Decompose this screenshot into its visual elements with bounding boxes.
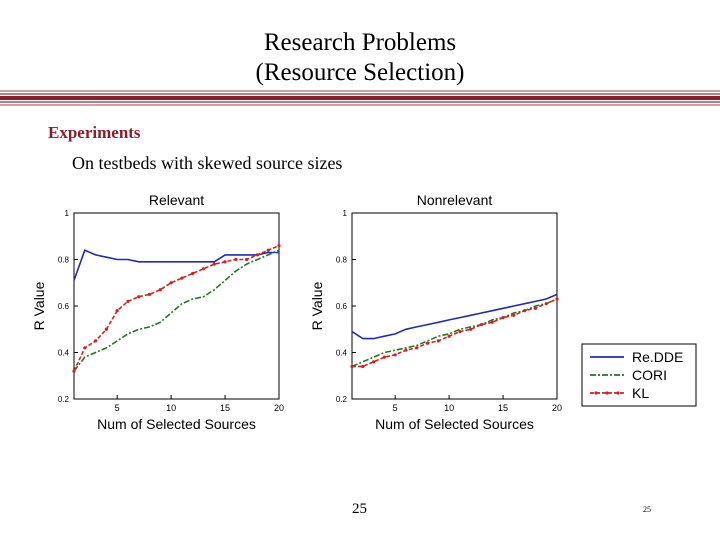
series-point-kl (533, 306, 538, 310)
series-point-kl (223, 260, 227, 264)
x-axis-label: Num of Selected Sources (97, 416, 256, 432)
x-tick-label: 10 (166, 403, 176, 413)
series-point-kl (479, 323, 484, 327)
slide-title-line1: Research Problems (263, 29, 457, 56)
x-tick-label: 5 (115, 403, 120, 413)
slide-title-line2: (Resource Selection) (255, 59, 465, 86)
series-line-kl (352, 298, 558, 368)
series-point-kl (104, 327, 108, 331)
y-tick-label: 0.6 (58, 302, 70, 311)
series-point-kl (212, 262, 216, 266)
series-point-kl (277, 243, 281, 248)
x-tick-label: 15 (220, 403, 230, 413)
y-tick-label: 0.2 (58, 395, 70, 404)
x-tick-label: 20 (552, 403, 562, 413)
series-line-redde (73, 249, 279, 281)
series-point-kl (404, 348, 408, 352)
series-point-kl (361, 364, 365, 369)
section-heading: Experiments (48, 123, 141, 142)
series-point-kl (523, 309, 527, 313)
chart-nonrelevant: Nonrelevant 5 10 15 20 0.2 0.4 0.6 0.8 1 Num of Se… (309, 192, 562, 432)
chart-relevant: Relevant 5 10 15 20 0.2 0.4 0.6 0.8 1 Num of Selec… (31, 192, 284, 432)
series-point-kl (147, 292, 152, 296)
series-point-kl (115, 309, 119, 313)
series-point-kl (137, 295, 141, 299)
x-tick-label: 10 (444, 403, 454, 413)
series-point-kl (425, 341, 430, 345)
series-line-redde (351, 293, 558, 340)
series-point-kl (83, 346, 87, 350)
y-tick-label: 0.8 (58, 256, 70, 265)
chart-title: Relevant (149, 192, 204, 208)
plot-frame (351, 212, 558, 400)
y-tick-label: 0.2 (336, 395, 348, 404)
series-point-kl (436, 339, 440, 343)
series-point-kl (350, 364, 354, 369)
series-point-kl (169, 281, 173, 285)
legend-marker-kl (616, 391, 620, 395)
series-point-kl (93, 339, 98, 343)
y-tick-label: 1 (343, 209, 348, 218)
series-point-kl (180, 276, 184, 280)
series-point-kl (501, 316, 505, 320)
y-tick-label: 0.8 (336, 256, 348, 265)
y-axis-label: R Value (31, 281, 47, 330)
series-point-kl (371, 360, 376, 364)
series-point-kl (544, 302, 548, 306)
series-point-kl (490, 320, 494, 324)
series-point-kl (72, 369, 76, 373)
series-point-kl (245, 257, 249, 262)
chart-legend: Re.DDE CORI KL (581, 343, 697, 407)
series-point-kl (415, 346, 419, 350)
series-point-kl (255, 253, 260, 257)
chart-title: Nonrelevant (417, 192, 493, 208)
title-underline (0, 90, 720, 106)
series-point-kl (393, 353, 397, 357)
legend-label: CORI (632, 367, 667, 383)
y-tick-label: 0.6 (336, 302, 348, 311)
y-tick-label: 1 (65, 209, 70, 218)
y-tick-label: 0.4 (58, 349, 70, 358)
x-tick-label: 5 (393, 403, 398, 413)
series-point-kl (201, 267, 206, 271)
series-line-cori (73, 249, 280, 372)
x-tick-label: 15 (498, 403, 508, 413)
page-number-small: 25 (643, 505, 651, 514)
legend-marker-kl (594, 391, 598, 395)
legend-label: KL (632, 385, 649, 401)
legend-box (581, 343, 697, 407)
series-point-kl (191, 271, 195, 276)
y-axis-label: R Value (309, 281, 325, 330)
series-point-kl (126, 299, 130, 303)
series-point-kl (158, 288, 162, 292)
series-point-kl (382, 355, 386, 359)
series-point-kl (555, 297, 559, 301)
series-point-kl (458, 329, 462, 334)
series-point-kl (512, 313, 516, 317)
section-subheading: On testbeds with skewed source sizes (72, 153, 343, 173)
series-point-kl (447, 334, 451, 338)
series-point-kl (469, 327, 473, 331)
x-axis-label: Num of Selected Sources (375, 416, 534, 432)
legend-marker-kl (605, 391, 609, 395)
x-tick-label: 20 (274, 403, 284, 413)
y-tick-label: 0.4 (336, 349, 348, 358)
series-point-kl (234, 257, 238, 262)
legend-label: Re.DDE (632, 349, 683, 365)
page-number: 25 (352, 501, 367, 517)
plot-frame (73, 212, 280, 400)
series-line-kl (73, 244, 280, 372)
series-point-kl (266, 248, 270, 252)
